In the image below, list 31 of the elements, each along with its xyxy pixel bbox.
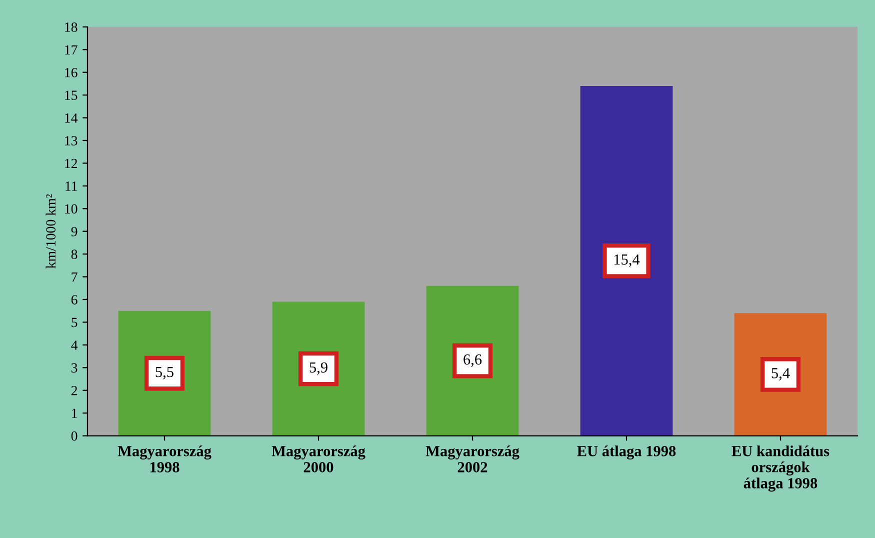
data-label: 15,4 (614, 254, 640, 267)
y-tick-label: 17 (65, 45, 78, 54)
y-tick-label: 6 (71, 295, 78, 304)
data-label: 5,5 (156, 366, 174, 380)
x-tick-label: EU kandidátus országok átlaga 1998 (732, 445, 830, 492)
y-tick-label: 2 (71, 386, 78, 396)
y-tick-label: 1 (72, 408, 77, 418)
x-tick-label: Magyarország 2002 (426, 446, 520, 472)
y-axis-title: km/1000 km² (46, 194, 56, 268)
y-tick-label: 7 (72, 272, 78, 282)
y-tick-label: 9 (71, 226, 78, 236)
y-tick-label: 4 (71, 340, 78, 350)
x-tick-label: EU átlaga 1998 (577, 446, 676, 460)
y-tick-label: 15 (65, 90, 78, 100)
x-tick-label: Magyarország 2000 (272, 446, 366, 472)
y-tick-label: 5 (72, 318, 78, 328)
data-label: 6,6 (464, 354, 482, 367)
y-tick-label: 16 (65, 68, 78, 78)
y-tick-label: 0 (71, 431, 78, 441)
y-tick-label: 3 (71, 363, 78, 373)
x-tick-label: Magyarország 1998 (118, 446, 212, 472)
data-label: 5,4 (772, 368, 790, 380)
y-tick-label: 14 (65, 113, 78, 123)
y-tick-label: 13 (65, 136, 78, 146)
y-tick-label: 11 (66, 182, 77, 191)
y-tick-label: 18 (65, 22, 78, 32)
bar (580, 86, 673, 436)
y-tick-label: 8 (71, 250, 78, 260)
y-tick-label: 12 (65, 158, 78, 168)
data-label: 5,9 (310, 362, 328, 375)
y-tick-label: 10 (65, 204, 78, 214)
